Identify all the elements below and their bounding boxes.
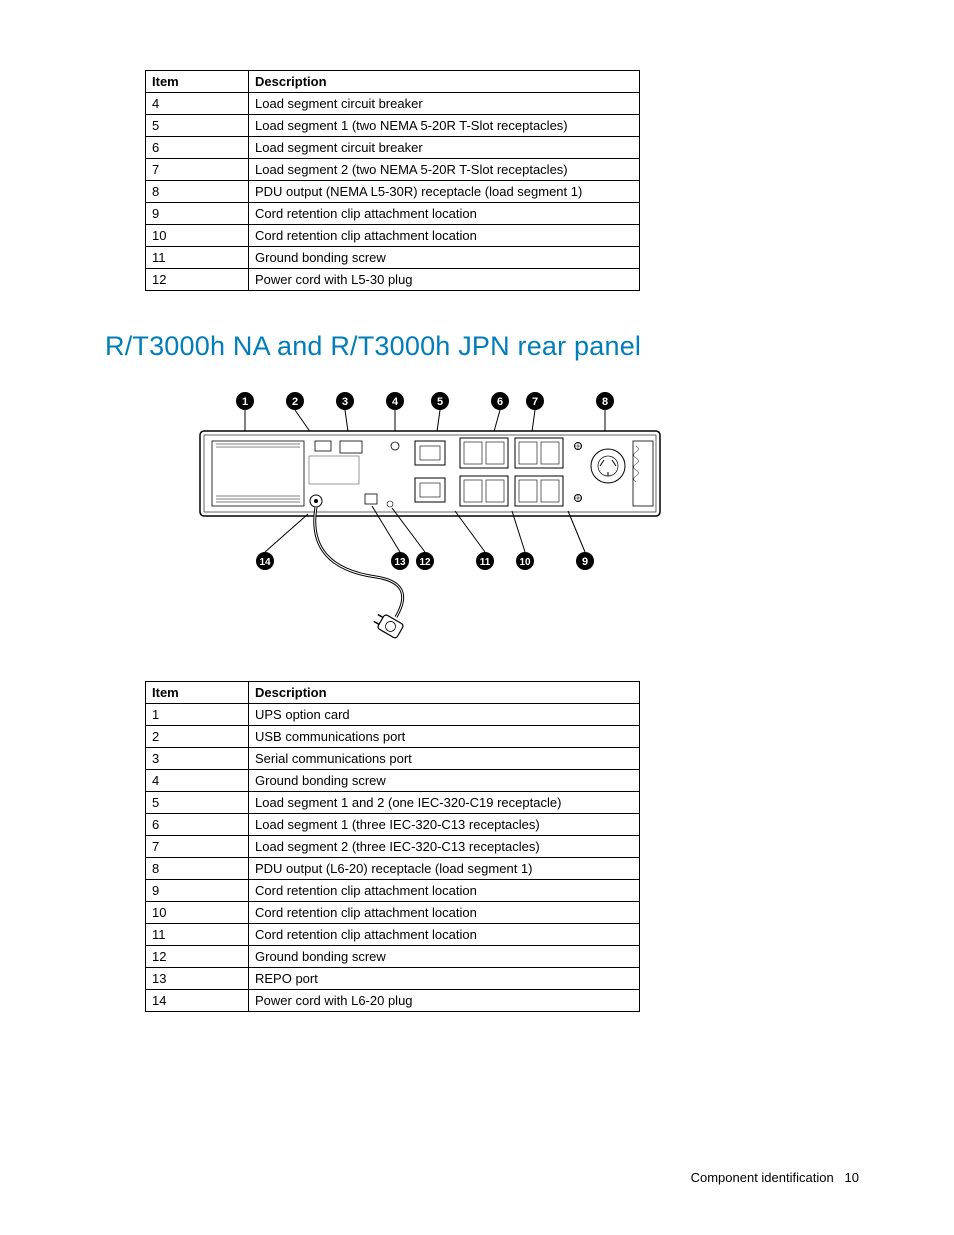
table-row: 10Cord retention clip attachment locatio… — [146, 902, 640, 924]
footer-section: Component identification — [691, 1170, 834, 1185]
table-row: 5Load segment 1 and 2 (one IEC-320-C19 r… — [146, 792, 640, 814]
table-row: 1UPS option card — [146, 704, 640, 726]
table-top-header-item: Item — [146, 71, 249, 93]
table-bottom-header-item: Item — [146, 682, 249, 704]
table-row: 7Load segment 2 (three IEC-320-C13 recep… — [146, 836, 640, 858]
table-row: 14Power cord with L6-20 plug — [146, 990, 640, 1012]
table-row: 6Load segment 1 (three IEC-320-C13 recep… — [146, 814, 640, 836]
table-row: 9Cord retention clip attachment location — [146, 203, 640, 225]
table-top-header-description: Description — [249, 71, 640, 93]
svg-text:14: 14 — [259, 557, 271, 568]
table-row: 4Load segment circuit breaker — [146, 93, 640, 115]
table-bottom-header-description: Description — [249, 682, 640, 704]
footer-page-number: 10 — [845, 1170, 859, 1185]
power-cord — [315, 507, 403, 617]
table-bottom: Item Description 1UPS option card 2USB c… — [145, 681, 640, 1012]
svg-text:3: 3 — [342, 396, 348, 408]
table-row: 3Serial communications port — [146, 748, 640, 770]
rear-panel-diagram: 1 2 3 4 5 6 7 8 — [190, 386, 690, 651]
table-row: 11Ground bonding screw — [146, 247, 640, 269]
svg-text:11: 11 — [480, 557, 491, 568]
table-row: 11Cord retention clip attachment locatio… — [146, 924, 640, 946]
table-row: 4Ground bonding screw — [146, 770, 640, 792]
section-title: R/T3000h NA and R/T3000h JPN rear panel — [105, 331, 859, 362]
page-footer: Component identification 10 — [691, 1170, 859, 1185]
table-row: 2USB communications port — [146, 726, 640, 748]
svg-text:13: 13 — [394, 557, 406, 568]
svg-text:4: 4 — [392, 396, 399, 408]
svg-text:1: 1 — [242, 396, 248, 408]
plug-icon — [372, 611, 404, 639]
table-row: 10Cord retention clip attachment locatio… — [146, 225, 640, 247]
table-row: 12Power cord with L5-30 plug — [146, 269, 640, 291]
table-row: 6Load segment circuit breaker — [146, 137, 640, 159]
svg-text:10: 10 — [519, 557, 531, 568]
page: Item Description 4Load segment circuit b… — [0, 0, 954, 1235]
table-row: 7Load segment 2 (two NEMA 5-20R T-Slot r… — [146, 159, 640, 181]
svg-text:5: 5 — [437, 396, 443, 408]
svg-text:2: 2 — [292, 396, 298, 408]
table-row: 13REPO port — [146, 968, 640, 990]
table-row: 9Cord retention clip attachment location — [146, 880, 640, 902]
svg-text:7: 7 — [532, 396, 538, 408]
table-row: 8PDU output (L6-20) receptacle (load seg… — [146, 858, 640, 880]
table-top: Item Description 4Load segment circuit b… — [145, 70, 640, 291]
svg-text:8: 8 — [602, 396, 608, 408]
svg-text:9: 9 — [582, 556, 588, 568]
svg-text:12: 12 — [419, 557, 431, 568]
table-row: 12Ground bonding screw — [146, 946, 640, 968]
svg-text:6: 6 — [497, 396, 503, 408]
table-row: 5Load segment 1 (two NEMA 5-20R T-Slot r… — [146, 115, 640, 137]
diagram-svg: 1 2 3 4 5 6 7 8 — [190, 386, 690, 646]
table-row: 8PDU output (NEMA L5-30R) receptacle (lo… — [146, 181, 640, 203]
